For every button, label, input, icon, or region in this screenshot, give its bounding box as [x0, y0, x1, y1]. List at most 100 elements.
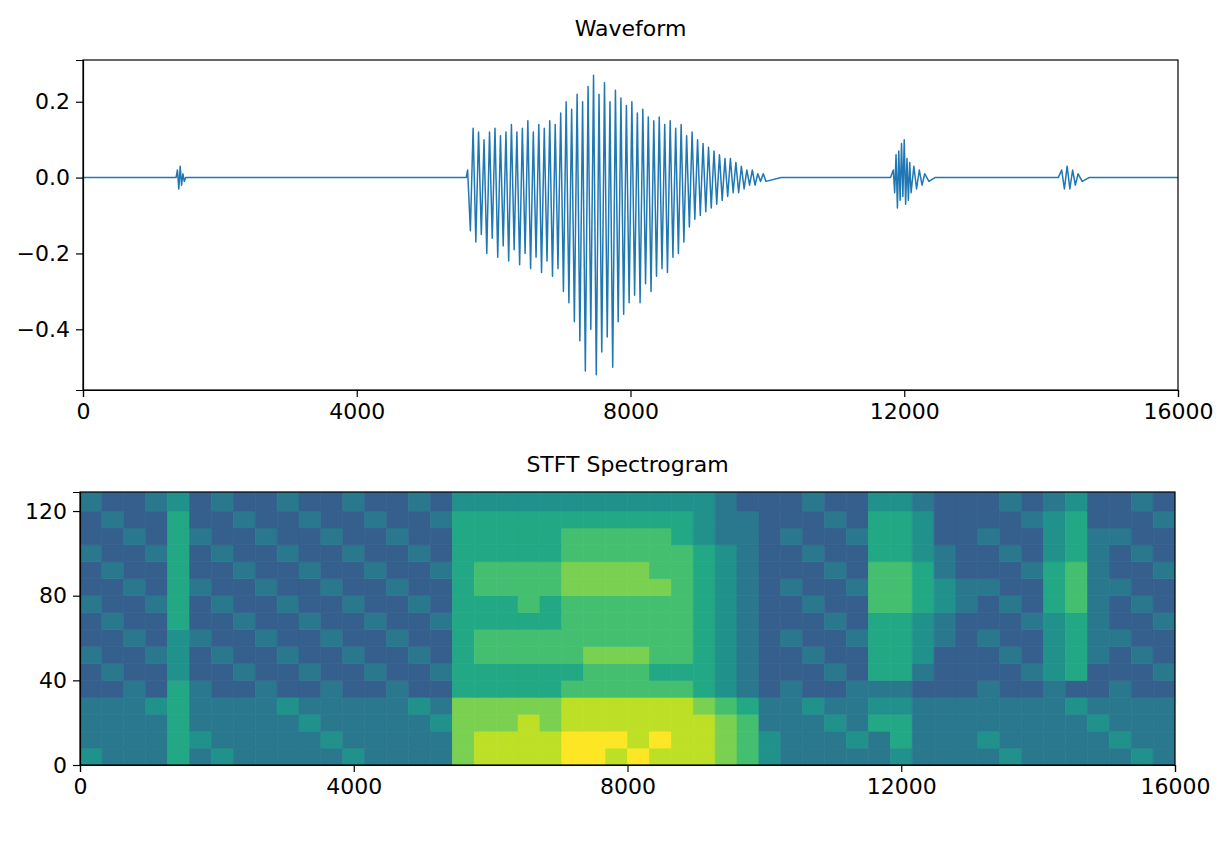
spectrogram-cell	[124, 492, 146, 511]
spectrogram-cell	[715, 646, 737, 663]
spectrogram-cell	[584, 663, 606, 680]
spectrogram-cell	[584, 562, 606, 579]
spectrogram-cell	[868, 562, 890, 579]
spectrogram-cell	[628, 511, 650, 528]
tick: 0	[77, 390, 91, 424]
spectrogram-cell	[912, 630, 934, 647]
spectrogram-cell	[1131, 630, 1153, 647]
spectrogram-cell	[956, 528, 978, 545]
spectrogram-cell	[693, 562, 715, 579]
spectrogram-cell	[847, 748, 869, 765]
spectrogram-cell	[737, 748, 759, 765]
spectrogram-cell	[759, 562, 781, 579]
spectrogram-cell	[693, 697, 715, 714]
spectrogram-cell	[1022, 646, 1044, 663]
spectrogram-cell	[452, 492, 474, 511]
spectrogram-cell	[452, 562, 474, 579]
tick-mark	[73, 765, 80, 766]
spectrogram-cell	[781, 630, 803, 647]
spectrogram-cell	[649, 528, 671, 545]
spectrogram-cell	[387, 646, 409, 663]
spectrogram-cell	[1022, 663, 1044, 680]
spectrogram-cell	[146, 596, 168, 613]
spectrogram-cell	[693, 663, 715, 680]
spectrogram-cell	[80, 528, 102, 545]
chart-title: STFT Spectrogram	[526, 452, 728, 477]
spectrogram-cell	[168, 511, 190, 528]
spectrogram-cell	[1087, 528, 1109, 545]
spectrogram-cell	[825, 562, 847, 579]
tick: 8000	[603, 390, 659, 424]
spectrogram-cell	[496, 731, 518, 748]
spectrogram-cell	[452, 714, 474, 731]
spectrogram-cell	[825, 545, 847, 562]
spectrogram-cell	[737, 663, 759, 680]
spectrogram-cell	[803, 646, 825, 663]
spectrogram-cell	[825, 630, 847, 647]
spectrogram-cell	[496, 748, 518, 765]
spectrogram-cell	[847, 680, 869, 697]
spectrogram-cell	[387, 613, 409, 630]
spectrogram-cell	[584, 714, 606, 731]
spectrogram-cell	[1044, 748, 1066, 765]
spectrogram-cell	[124, 697, 146, 714]
panel: 0400080001200016000−0.4−0.20.00.2Wavefor…	[17, 16, 1214, 424]
spectrogram-cell	[1109, 511, 1131, 528]
tick: 8000	[600, 765, 656, 799]
spectrogram-cell	[671, 562, 693, 579]
spectrogram-cell	[190, 562, 212, 579]
spectrogram-cell	[277, 630, 299, 647]
axis-line	[73, 493, 81, 766]
spectrogram-cell	[847, 646, 869, 663]
spectrogram-cell	[211, 562, 233, 579]
axis-line	[76, 61, 84, 391]
spectrogram-cell	[693, 579, 715, 596]
spectrogram-cell	[1044, 528, 1066, 545]
spectrogram-cell	[255, 748, 277, 765]
spectrogram-cell	[540, 630, 562, 647]
spectrogram-cell	[934, 492, 956, 511]
spectrogram-cell	[365, 545, 387, 562]
spectrogram-cell	[1131, 714, 1153, 731]
tick: 12000	[870, 390, 940, 424]
spectrogram-cell	[365, 646, 387, 663]
spectrogram-cell	[978, 579, 1000, 596]
spectrogram-cell	[343, 748, 365, 765]
spectrogram-cell	[628, 545, 650, 562]
spectrogram-cell	[868, 528, 890, 545]
spectrogram-cell	[693, 646, 715, 663]
spectrogram-cell	[890, 511, 912, 528]
spectrogram-cell	[80, 492, 102, 511]
spectrogram-cell	[1000, 646, 1022, 663]
spectrogram-cell	[233, 680, 255, 697]
spectrogram-cell	[956, 562, 978, 579]
spectrogram-cell	[890, 613, 912, 630]
spectrogram-cell	[474, 511, 496, 528]
spectrogram-cell	[343, 613, 365, 630]
spectrogram-cell	[1000, 680, 1022, 697]
spectrogram-cell	[365, 680, 387, 697]
spectrogram-cell	[168, 630, 190, 647]
spectrogram-cell	[847, 545, 869, 562]
tick: 0.2	[35, 89, 83, 114]
spectrogram-cell	[628, 492, 650, 511]
spectrogram-cell	[124, 748, 146, 765]
spectrogram-cell	[365, 579, 387, 596]
spectrogram-cell	[518, 545, 540, 562]
spectrogram-cell	[365, 613, 387, 630]
spectrogram-cell	[803, 731, 825, 748]
spectrogram-cell	[168, 528, 190, 545]
spectrogram-cell	[715, 731, 737, 748]
spectrogram-cell	[343, 562, 365, 579]
spectrogram-cell	[715, 663, 737, 680]
spectrogram-cell	[474, 613, 496, 630]
spectrogram-cell	[628, 748, 650, 765]
spectrogram-cell	[890, 492, 912, 511]
spectrogram-cell	[430, 528, 452, 545]
spectrogram-cell	[825, 663, 847, 680]
spectrogram-cell	[321, 680, 343, 697]
spectrogram-cell	[233, 731, 255, 748]
spectrogram-cell	[1000, 663, 1022, 680]
tick: 80	[39, 583, 80, 608]
spectrogram-cell	[146, 697, 168, 714]
